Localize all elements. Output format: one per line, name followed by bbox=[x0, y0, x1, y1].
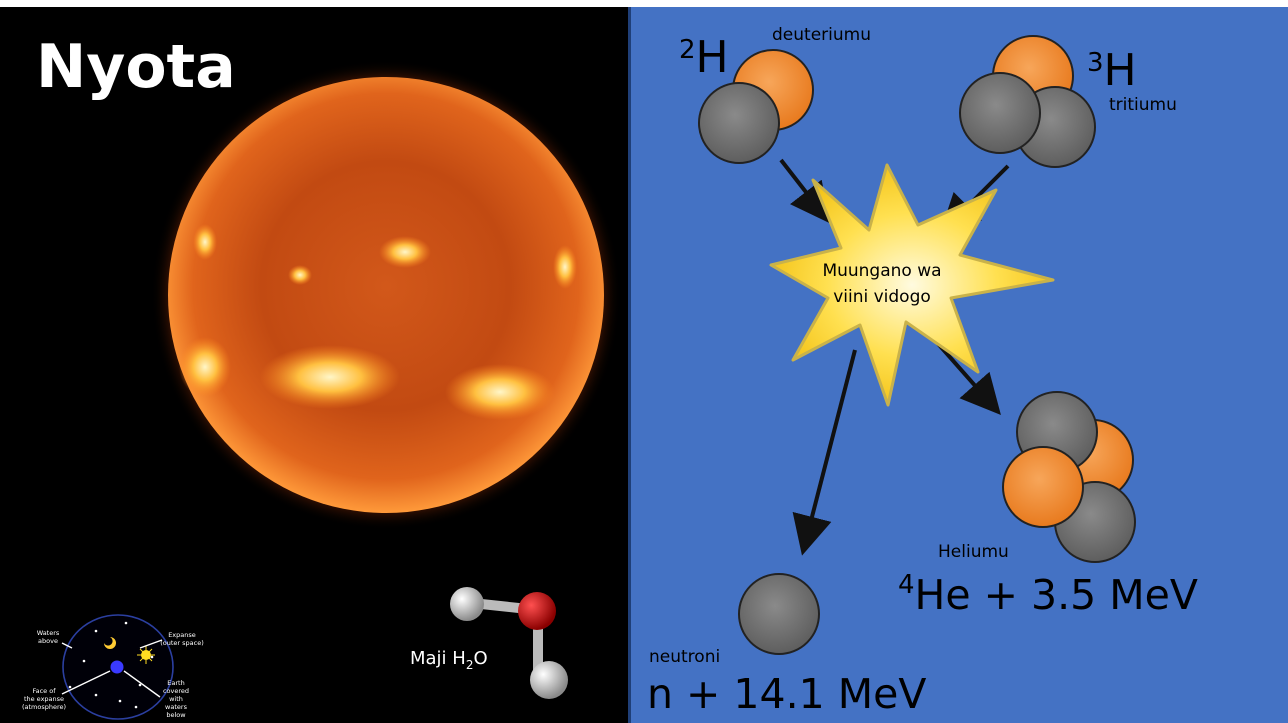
fusion-label-line1: Muungano wa bbox=[822, 261, 941, 281]
deuterium-neutron bbox=[698, 82, 780, 164]
helium-nucleus bbox=[1002, 391, 1136, 563]
arrow-deuterium-in bbox=[779, 158, 831, 224]
star-illustration: Waters above Expanse (outer space) Face … bbox=[22, 60, 621, 720]
deuterium-symbol: 2H bbox=[679, 32, 729, 83]
cosmos-earth-label-2: covered bbox=[163, 687, 189, 695]
slide-title: Nyota bbox=[36, 32, 236, 102]
neutron-label: neutroni bbox=[649, 647, 720, 667]
tritium-symbol: 3H bbox=[1087, 45, 1137, 96]
free-neutron bbox=[738, 573, 820, 655]
cosmos-face-label-2: the expanse bbox=[24, 695, 64, 703]
cosmos-earth-label-3: with bbox=[169, 695, 183, 703]
cosmos-expanse-label-2: (outer space) bbox=[160, 639, 204, 647]
tritium-label: tritiumu bbox=[1109, 95, 1177, 115]
cosmos-waters-above-label-1: Waters bbox=[37, 629, 60, 637]
deuterium-label: deuteriumu bbox=[772, 25, 871, 45]
deuterium-nucleus bbox=[698, 49, 814, 164]
sun-disk bbox=[168, 77, 604, 513]
cosmos-waters-above-label-2: above bbox=[38, 637, 58, 645]
neutron-equation: n + 14.1 MeV bbox=[647, 670, 926, 718]
fusion-panel: 2H deuteriumu 3H tritiumu Muungano wa vi… bbox=[628, 7, 1288, 723]
helium-equation: 4He + 3.5 MeV bbox=[898, 570, 1198, 619]
cosmos-expanse-label-1: Expanse bbox=[168, 631, 196, 639]
water-molecule bbox=[450, 587, 568, 699]
fusion-diagram: 2H deuteriumu 3H tritiumu Muungano wa vi… bbox=[647, 25, 1198, 718]
cosmos-earth-label-1: Earth bbox=[167, 679, 184, 687]
water-label: Maji H2O bbox=[410, 648, 488, 672]
cosmos-earth-label-4: waters bbox=[165, 703, 188, 711]
tritium-nucleus bbox=[959, 35, 1096, 168]
cosmos-face-label-1: Face of bbox=[32, 687, 56, 695]
helium-proton-2 bbox=[1002, 446, 1084, 528]
cosmology-diagram: Waters above Expanse (outer space) Face … bbox=[22, 614, 204, 720]
arrow-neutron-out bbox=[792, 349, 857, 556]
tritium-neutron-2 bbox=[959, 72, 1041, 154]
star-panel: Waters above Expanse (outer space) Face … bbox=[0, 7, 628, 723]
helium-label: Heliumu bbox=[938, 542, 1009, 562]
sun-active-regions bbox=[179, 224, 577, 420]
cosmos-earth-label-5: below bbox=[166, 711, 186, 719]
cosmos-face-label-3: (atmosphere) bbox=[22, 703, 66, 711]
fusion-burst bbox=[769, 163, 1055, 407]
fusion-label-line2: viini vidogo bbox=[833, 287, 931, 307]
